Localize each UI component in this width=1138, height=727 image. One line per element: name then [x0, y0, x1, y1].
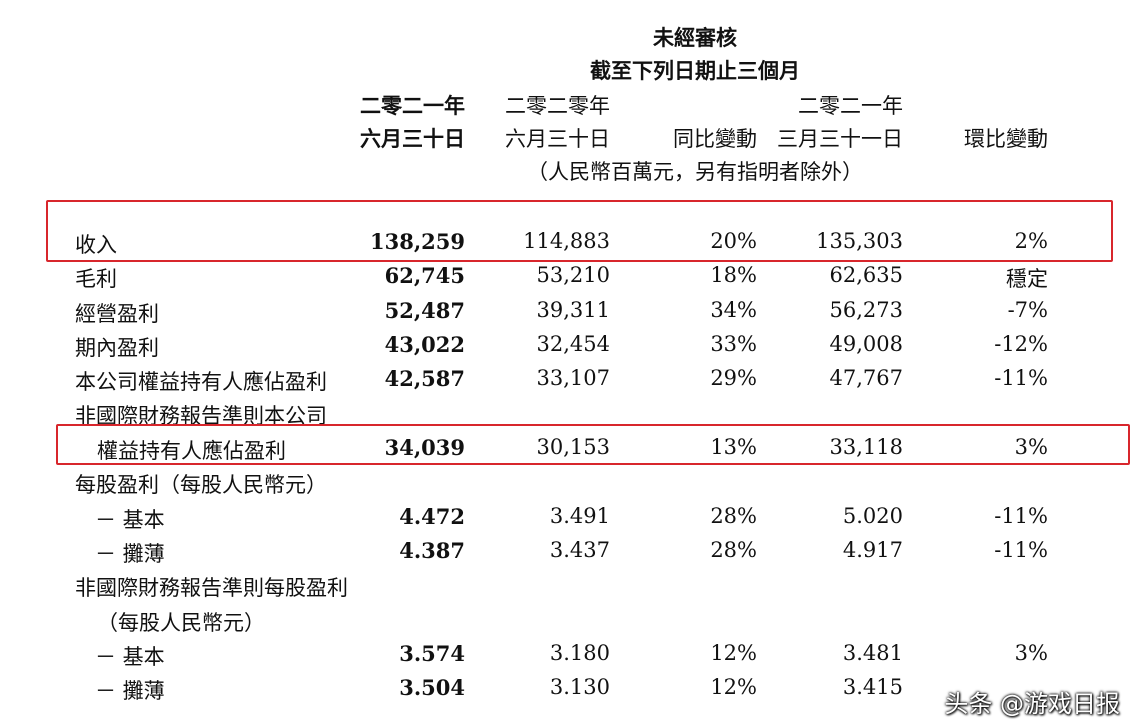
cell-col1: 3.574	[399, 641, 465, 666]
cell-col2: 33,107	[536, 366, 610, 390]
cell-col3: 20%	[710, 229, 757, 253]
cell-col1: 3.504	[399, 675, 465, 700]
cell-col3: 34%	[710, 298, 757, 322]
row-label: － 攤薄	[95, 542, 165, 566]
table-row: 毛利 62,745 53,210 18% 62,635 穩定	[0, 259, 1138, 293]
header-period: 截至下列日期止三個月	[590, 58, 800, 83]
table-row: 非國際財務報告準則每股盈利	[0, 568, 1138, 602]
cell-col1: 138,259	[370, 229, 465, 254]
cell-col1: 4.472	[399, 504, 465, 529]
cell-col3: 12%	[710, 675, 757, 699]
cell-col2: 3.130	[549, 675, 610, 699]
row-label: 每股盈利（每股人民幣元）	[75, 473, 327, 497]
col5-header: 環比變動	[964, 127, 1048, 151]
cell-col3: 29%	[710, 366, 757, 390]
watermark: 头条 @游戏日报	[944, 690, 1120, 718]
table-row: － 攤薄 3.504 3.130 12% 3.415	[0, 671, 1138, 705]
row-label: 收入	[75, 233, 117, 257]
cell-col4: 4.917	[842, 538, 903, 562]
cell-col4: 3.415	[842, 675, 903, 699]
cell-col1: 52,487	[384, 298, 465, 323]
cell-col2: 30,153	[536, 435, 610, 459]
table-row: 收入 138,259 114,883 20% 135,303 2%	[0, 225, 1138, 259]
header-unaudited: 未經審核	[653, 25, 737, 50]
unit-note: （人民幣百萬元，另有指明者除外）	[527, 160, 863, 184]
row-label: － 基本	[95, 508, 165, 532]
cell-col4: 33,118	[829, 435, 903, 459]
row-label: 期內盈利	[75, 336, 159, 360]
row-label: （每股人民幣元）	[97, 611, 265, 635]
cell-col4: 62,635	[829, 263, 903, 287]
table-row: （每股人民幣元）	[0, 603, 1138, 637]
cell-col3: 12%	[710, 641, 757, 665]
cell-col4: 135,303	[816, 229, 903, 253]
table-row: 本公司權益持有人應佔盈利 42,587 33,107 29% 47,767 -1…	[0, 362, 1138, 396]
table-row: － 基本 3.574 3.180 12% 3.481 3%	[0, 637, 1138, 671]
cell-col1: 4.387	[399, 538, 465, 563]
cell-col5: 2%	[1014, 229, 1048, 253]
cell-col2: 39,311	[536, 298, 610, 322]
cell-col2: 53,210	[536, 263, 610, 287]
cell-col5: 穩定	[1006, 267, 1048, 291]
col2-header-year: 二零二零年	[505, 94, 610, 118]
cell-col5: 3%	[1014, 641, 1048, 665]
cell-col5: -7%	[1007, 298, 1048, 322]
highlight-box-non-ifrs-profit	[56, 424, 1130, 465]
table-row: 經營盈利 52,487 39,311 34% 56,273 -7%	[0, 294, 1138, 328]
cell-col2: 114,883	[523, 229, 610, 253]
cell-col2: 3.491	[549, 504, 610, 528]
col4-header-date: 三月三十一日	[777, 127, 903, 151]
cell-col4: 47,767	[829, 366, 903, 390]
col1-header-date: 六月三十日	[360, 126, 465, 151]
cell-col4: 3.481	[842, 641, 903, 665]
cell-col4: 49,008	[829, 332, 903, 356]
row-label: 非國際財務報告準則每股盈利	[75, 576, 348, 600]
cell-col5: -12%	[994, 332, 1048, 356]
cell-col5: 3%	[1014, 435, 1048, 459]
cell-col1: 42,587	[384, 366, 465, 391]
table-row: 每股盈利（每股人民幣元）	[0, 465, 1138, 499]
row-label: 本公司權益持有人應佔盈利	[75, 370, 327, 394]
cell-col1: 34,039	[384, 435, 465, 460]
table-row: 權益持有人應佔盈利 34,039 30,153 13% 33,118 3%	[0, 431, 1138, 465]
cell-col4: 56,273	[829, 298, 903, 322]
table-row: － 攤薄 4.387 3.437 28% 4.917 -11%	[0, 534, 1138, 568]
row-label: － 基本	[95, 645, 165, 669]
cell-col5: -11%	[994, 538, 1048, 562]
cell-col4: 5.020	[842, 504, 903, 528]
table-row: 期內盈利 43,022 32,454 33% 49,008 -12%	[0, 328, 1138, 362]
row-label: 權益持有人應佔盈利	[97, 439, 286, 463]
cell-col5: -11%	[994, 366, 1048, 390]
row-label: － 攤薄	[95, 679, 165, 703]
cell-col3: 28%	[710, 538, 757, 562]
cell-col3: 28%	[710, 504, 757, 528]
cell-col3: 13%	[710, 435, 757, 459]
cell-col2: 32,454	[536, 332, 610, 356]
row-label: 毛利	[75, 267, 117, 291]
col4-header-year: 二零二一年	[798, 94, 903, 118]
col1-header-year: 二零二一年	[360, 93, 465, 118]
col3-header: 同比變動	[673, 127, 757, 151]
table-row: － 基本 4.472 3.491 28% 5.020 -11%	[0, 500, 1138, 534]
cell-col2: 3.180	[549, 641, 610, 665]
cell-col2: 3.437	[549, 538, 610, 562]
col2-header-date: 六月三十日	[505, 127, 610, 151]
cell-col1: 43,022	[384, 332, 465, 357]
highlight-box-revenue	[46, 200, 1113, 262]
cell-col3: 33%	[710, 332, 757, 356]
cell-col3: 18%	[710, 263, 757, 287]
cell-col1: 62,745	[384, 263, 465, 288]
cell-col5: -11%	[994, 504, 1048, 528]
row-label: 經營盈利	[75, 302, 159, 326]
